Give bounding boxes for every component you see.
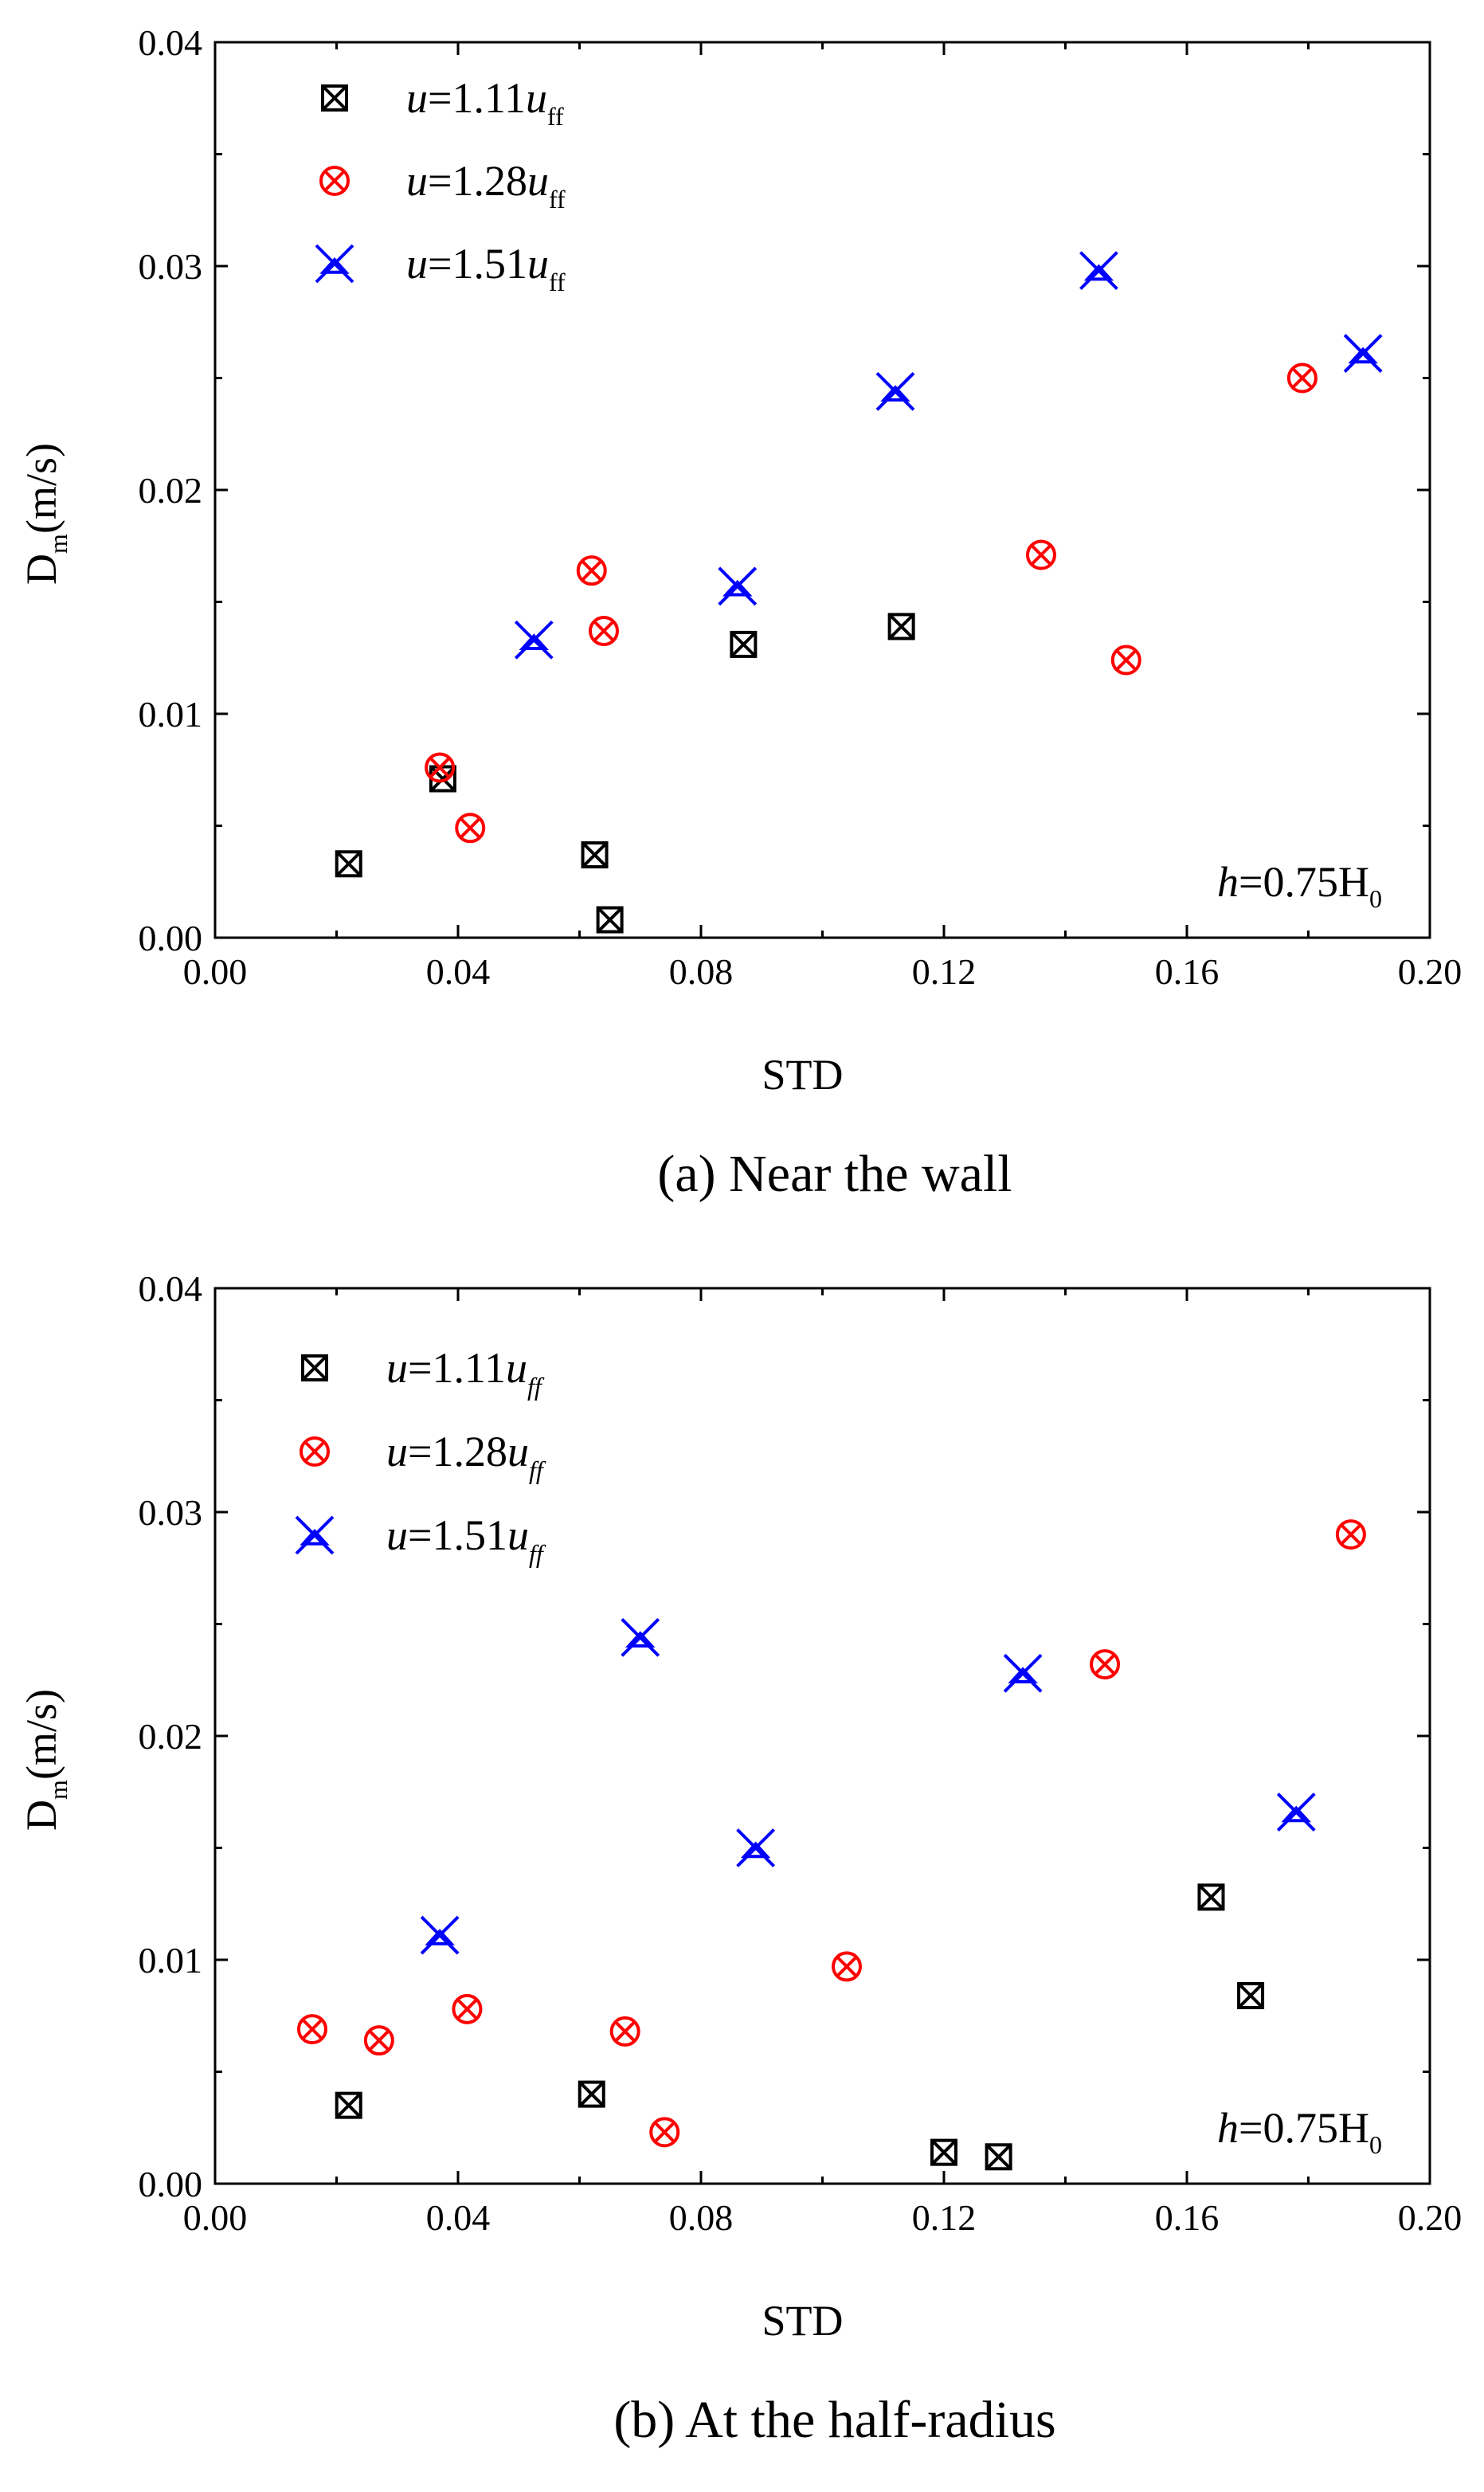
y-tick-label: 0.04	[139, 22, 203, 63]
chart-b-svg: 0.00 0.04 0.08 0.12 0.16 0.20 0.00 0.01 0.02 0.03…	[18, 1268, 1462, 2449]
data-point	[576, 555, 607, 586]
series-boxed-x	[335, 613, 915, 934]
x-tick-label: 0.04	[426, 951, 491, 992]
x-tick-label: 0.12	[912, 951, 977, 992]
panel-b: 0.00 0.04 0.08 0.12 0.16 0.20 0.00 0.01 0.02 0.03…	[0, 1246, 1484, 2492]
data-point	[649, 2117, 680, 2148]
x-tick-label: 0.16	[1155, 951, 1220, 992]
series-boxed-x	[335, 1883, 1265, 2171]
annotation-h: h=0.75H0	[1217, 858, 1382, 913]
svg-text:Dm(m/s): Dm(m/s)	[18, 443, 72, 585]
plot-frame	[213, 1287, 1431, 2185]
legend-label: u=1.51uff	[386, 1511, 546, 1568]
legend-marker-boxed-x	[321, 84, 348, 112]
data-point	[581, 841, 609, 869]
series-star-x	[514, 251, 1383, 660]
data-point	[514, 620, 554, 660]
x-tick-label: 0.08	[669, 2197, 734, 2238]
data-point	[455, 813, 486, 844]
legend-label: u=1.28uff	[406, 157, 566, 214]
y-axis-title: Dm(m/s)	[18, 1689, 72, 1831]
panel-a: 0.00 0.04 0.08 0.12 0.16 0.20 0.00 0.01 0.02 0.03…	[18, 22, 1462, 1203]
data-point	[1110, 645, 1141, 676]
y-tick-label: 0.03	[139, 1492, 203, 1533]
data-point	[363, 2025, 394, 2056]
data-point	[887, 613, 915, 641]
legend-marker-circled-x	[319, 166, 350, 196]
data-point	[930, 2138, 957, 2166]
y-tick-label: 0.02	[139, 470, 203, 511]
series-circled-x	[297, 1519, 1366, 2148]
data-point	[578, 2080, 605, 2108]
x-axis-title: STD	[762, 2297, 843, 2345]
legend: u=1.11uff u=1.28uff u=1.51uff	[295, 1344, 546, 1568]
panel-caption: (b) At the half-radius	[613, 2391, 1055, 2449]
x-tick-label: 0.12	[912, 2197, 977, 2238]
data-point	[420, 1915, 460, 1955]
y-tick-label: 0.00	[139, 918, 203, 958]
data-point	[730, 630, 758, 658]
y-tick-label: 0.04	[139, 1268, 203, 1309]
legend-marker-boxed-x	[301, 1354, 328, 1381]
data-point	[297, 2014, 327, 2045]
data-point	[1343, 334, 1383, 374]
data-point	[1335, 1519, 1366, 1550]
data-point	[1286, 362, 1318, 394]
data-point	[589, 616, 619, 647]
x-tick-label: 0.20	[1398, 951, 1462, 992]
data-point	[1026, 539, 1056, 570]
legend-label: u=1.28uff	[386, 1428, 546, 1484]
data-point	[875, 371, 915, 411]
data-point	[985, 2143, 1012, 2171]
y-tick-label: 0.01	[139, 1940, 203, 1981]
chart-a-svg: 0.00 0.04 0.08 0.12 0.16 0.20 0.00 0.01 0.02 0.03…	[18, 22, 1462, 1203]
data-point	[1237, 1981, 1265, 2009]
y-tick-label: 0.01	[139, 694, 203, 735]
data-point	[596, 906, 624, 934]
series-circled-x	[425, 362, 1318, 844]
data-point	[1090, 1649, 1121, 1680]
data-point	[1079, 251, 1118, 291]
legend-marker-star-x	[295, 1515, 335, 1555]
x-tick-label: 0.16	[1155, 2197, 1220, 2238]
legend-label: u=1.11uff	[406, 74, 564, 131]
data-point	[335, 850, 362, 878]
x-tick-label: 0.00	[183, 2197, 248, 2238]
data-point	[1197, 1883, 1225, 1911]
y-tick-label: 0.03	[139, 246, 203, 287]
plot-frame	[213, 41, 1431, 939]
series-star-x	[420, 1617, 1316, 1955]
data-point	[1276, 1793, 1316, 1832]
data-point	[452, 1993, 483, 2024]
data-point	[736, 1828, 776, 1867]
legend-label: u=1.11uff	[386, 1344, 545, 1401]
data-point	[1003, 1653, 1043, 1693]
data-point	[425, 752, 456, 783]
legend-marker-circled-x	[300, 1436, 330, 1467]
panel-caption: (a) Near the wall	[657, 1145, 1012, 1203]
y-tick-label: 0.00	[139, 2164, 203, 2204]
legend-label: u=1.51uff	[406, 240, 566, 296]
y-tick-label: 0.02	[139, 1716, 203, 1757]
data-point	[609, 2016, 640, 2047]
x-axis-title: STD	[762, 1051, 843, 1099]
annotation-h: h=0.75H0	[1217, 2104, 1382, 2159]
x-tick-label: 0.08	[669, 951, 734, 992]
data-point	[621, 1617, 660, 1657]
x-tick-label: 0.20	[1398, 2197, 1462, 2238]
x-tick-label: 0.04	[426, 2197, 491, 2238]
data-point	[718, 566, 758, 606]
data-point	[832, 1951, 862, 1982]
svg-text:Dm(m/s): Dm(m/s)	[18, 1689, 72, 1831]
legend-marker-star-x	[315, 244, 354, 284]
y-axis-title: Dm(m/s)	[18, 443, 72, 585]
legend: u=1.11uff u=1.28uff u=1.51uff	[315, 74, 566, 296]
data-point	[335, 2091, 362, 2119]
x-tick-label: 0.00	[183, 951, 248, 992]
